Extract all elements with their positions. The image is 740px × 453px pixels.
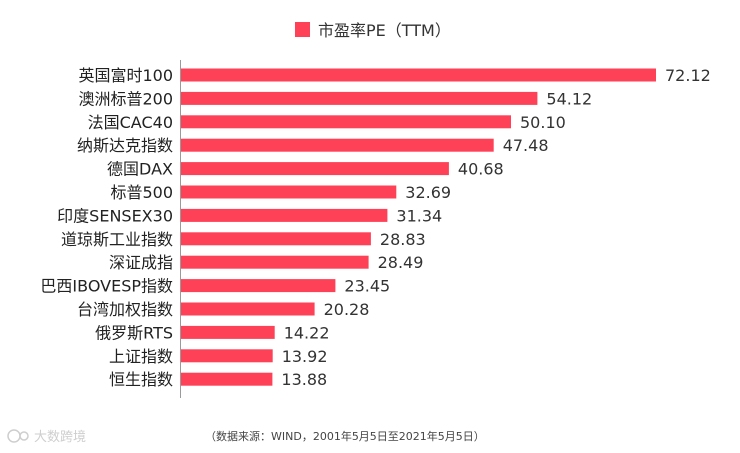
bar [181, 162, 449, 176]
value-label: 14.22 [284, 323, 330, 342]
bar [181, 325, 275, 339]
category-label: 德国DAX [107, 160, 173, 179]
value-label: 28.49 [378, 253, 424, 272]
bar [181, 255, 369, 269]
bar [181, 115, 511, 129]
category-label: 俄罗斯RTS [95, 323, 173, 342]
value-label: 32.69 [405, 183, 451, 202]
legend: 市盈率PE（TTM） [295, 21, 451, 40]
value-label: 13.88 [281, 370, 327, 389]
bar [181, 302, 315, 316]
legend-label: 市盈率PE（TTM） [318, 21, 451, 40]
legend-swatch [295, 22, 310, 37]
value-label: 47.48 [503, 136, 549, 155]
value-label: 40.68 [458, 160, 504, 179]
value-label: 72.12 [665, 66, 711, 85]
value-label: 20.28 [324, 300, 370, 319]
bar [181, 68, 656, 82]
bar [181, 279, 336, 293]
watermark-logo-icon [7, 429, 29, 443]
bar [181, 208, 388, 222]
category-label: 道琼斯工业指数 [61, 230, 173, 249]
category-label: 法国CAC40 [88, 113, 173, 132]
bars-layer [181, 68, 656, 386]
category-label: 深证成指 [109, 253, 173, 272]
bar [181, 185, 397, 199]
category-label: 标普500 [110, 183, 173, 202]
value-label: 31.34 [396, 206, 442, 225]
watermark-text: 大数跨境 [34, 430, 86, 445]
bar [181, 372, 273, 386]
category-label: 恒生指数 [109, 370, 173, 389]
category-label: 上证指数 [109, 347, 173, 366]
bar [181, 91, 538, 105]
value-label: 28.83 [380, 230, 426, 249]
category-label: 澳洲标普200 [78, 89, 173, 108]
bar [181, 349, 273, 363]
value-label: 13.92 [282, 347, 328, 366]
category-label: 台湾加权指数 [77, 300, 173, 319]
category-label: 印度SENSEX30 [57, 206, 173, 225]
value-label: 50.10 [520, 113, 566, 132]
bar [181, 232, 371, 246]
value-labels: 72.12 54.12 50.10 47.48 40.68 32.69 31.34 28.83… [281, 66, 710, 389]
bar [181, 138, 494, 152]
watermark: 大数跨境 [7, 429, 86, 445]
category-label: 纳斯达克指数 [77, 136, 173, 155]
value-label: 54.12 [546, 89, 592, 108]
value-label: 23.45 [344, 277, 390, 296]
category-label: 英国富时100 [78, 66, 173, 85]
source-note: （数据来源：WIND，2001年5月5日至2021年5月5日） [205, 429, 485, 443]
category-label: 巴西IBOVESP指数 [40, 277, 173, 296]
